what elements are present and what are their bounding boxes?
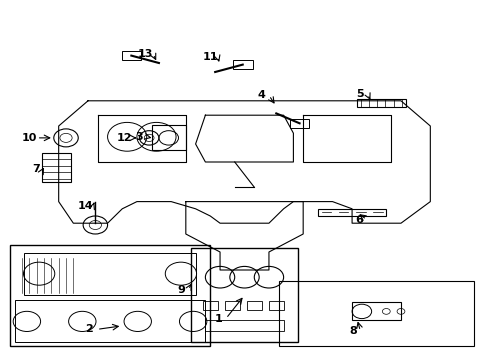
Text: 13: 13 [138, 49, 153, 59]
Bar [122, 51, 141, 60]
Bar [278, 281, 473, 346]
Bar [15, 300, 205, 342]
Bar [351, 302, 400, 320]
Bar [246, 301, 261, 310]
Text: 2: 2 [85, 324, 93, 334]
Text: 8: 8 [348, 326, 356, 336]
Text: 11: 11 [202, 52, 218, 62]
Bar [205, 320, 283, 331]
Text: 10: 10 [21, 133, 37, 143]
Bar [317, 209, 386, 216]
Bar [289, 119, 309, 128]
Text: 6: 6 [355, 215, 363, 225]
Bar [190, 248, 298, 342]
Text: 1: 1 [214, 314, 222, 324]
Text: 5: 5 [356, 89, 364, 99]
Bar [10, 245, 210, 346]
Text: 3: 3 [135, 132, 143, 142]
Bar [268, 301, 283, 310]
Text: 7: 7 [32, 164, 40, 174]
Bar [224, 301, 239, 310]
Text: 9: 9 [177, 285, 184, 295]
Bar [151, 125, 185, 150]
Bar [356, 99, 405, 107]
Bar [24, 253, 195, 295]
Text: 12: 12 [117, 133, 132, 143]
Bar [41, 153, 71, 182]
Bar [203, 301, 217, 310]
Text: 4: 4 [257, 90, 265, 100]
Bar [232, 60, 252, 69]
Text: 14: 14 [78, 201, 93, 211]
